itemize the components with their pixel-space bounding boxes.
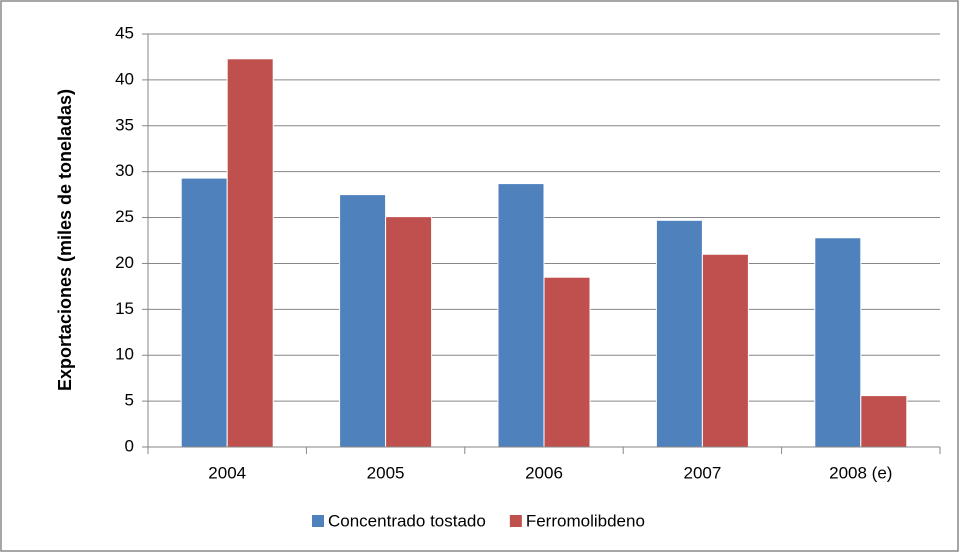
x-tick-label: 2007 xyxy=(683,463,721,482)
bar xyxy=(385,216,433,448)
bar xyxy=(814,237,862,448)
y-tick-label: 30 xyxy=(115,161,134,180)
x-tick-label: 2005 xyxy=(367,463,405,482)
bar xyxy=(497,183,545,448)
y-tick-label: 15 xyxy=(115,299,134,318)
y-tick-label: 5 xyxy=(125,391,134,410)
y-tick-label: 45 xyxy=(115,23,134,42)
y-axis-label: Exportaciones (miles de toneladas) xyxy=(55,89,75,391)
bar xyxy=(701,253,749,448)
legend-swatch xyxy=(509,515,522,527)
x-tick-label: 2004 xyxy=(208,463,246,482)
legend-swatch xyxy=(312,515,324,527)
y-tick-label: 20 xyxy=(115,253,134,272)
y-tick-label: 0 xyxy=(125,436,134,455)
bar xyxy=(180,177,228,448)
bar xyxy=(860,395,908,448)
y-tick-label: 35 xyxy=(115,115,134,134)
x-tick-label: 2006 xyxy=(525,463,563,482)
y-tick-label: 40 xyxy=(115,69,134,88)
y-tick-label: 25 xyxy=(115,207,134,226)
legend-label: Concentrado tostado xyxy=(328,511,486,530)
y-tick-label: 10 xyxy=(115,345,134,364)
x-tick-label: 2008 (e) xyxy=(829,463,892,482)
bar xyxy=(339,194,387,448)
legend-label: Ferromolibdeno xyxy=(526,511,645,530)
bar xyxy=(655,219,703,448)
bar xyxy=(226,58,274,448)
bar xyxy=(543,276,591,448)
